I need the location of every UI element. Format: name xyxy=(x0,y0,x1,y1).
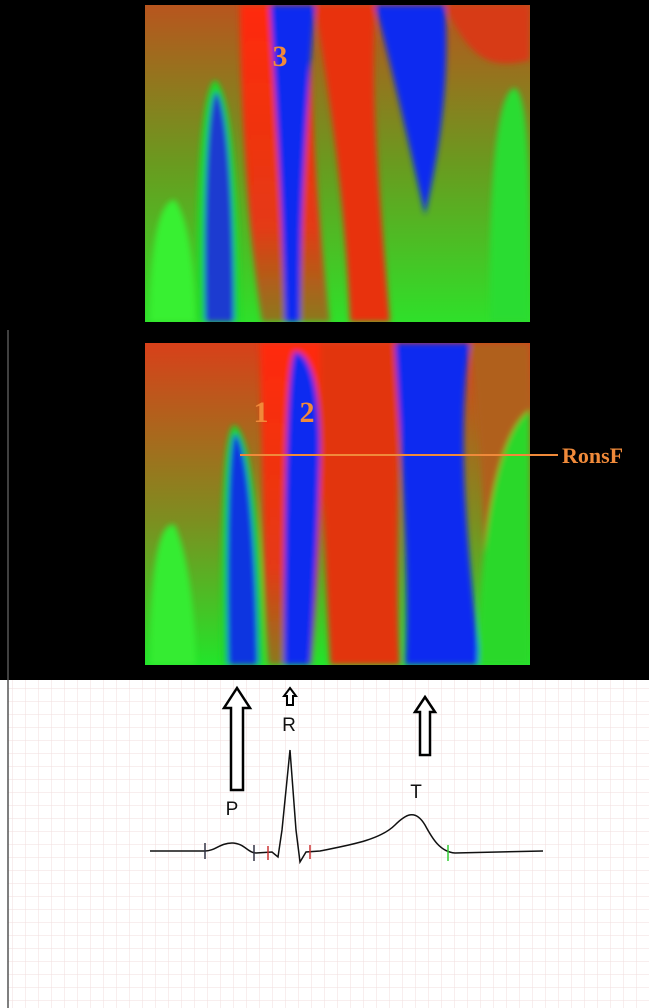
wave-label: P xyxy=(226,799,239,820)
arrow xyxy=(282,686,298,706)
annotation: RonsF xyxy=(562,443,623,468)
top-panel xyxy=(145,5,530,322)
arrow xyxy=(412,694,438,757)
panel-label: 2 xyxy=(300,396,315,429)
ecg-grid xyxy=(8,680,649,1008)
wave-label: R xyxy=(282,715,296,736)
ecg-trace xyxy=(150,749,544,865)
bottom-panel xyxy=(145,343,530,665)
wave-label: T xyxy=(410,782,422,803)
arrow xyxy=(221,685,253,792)
panel-label: 3 xyxy=(273,40,288,73)
panel-label: 1 xyxy=(254,396,269,429)
